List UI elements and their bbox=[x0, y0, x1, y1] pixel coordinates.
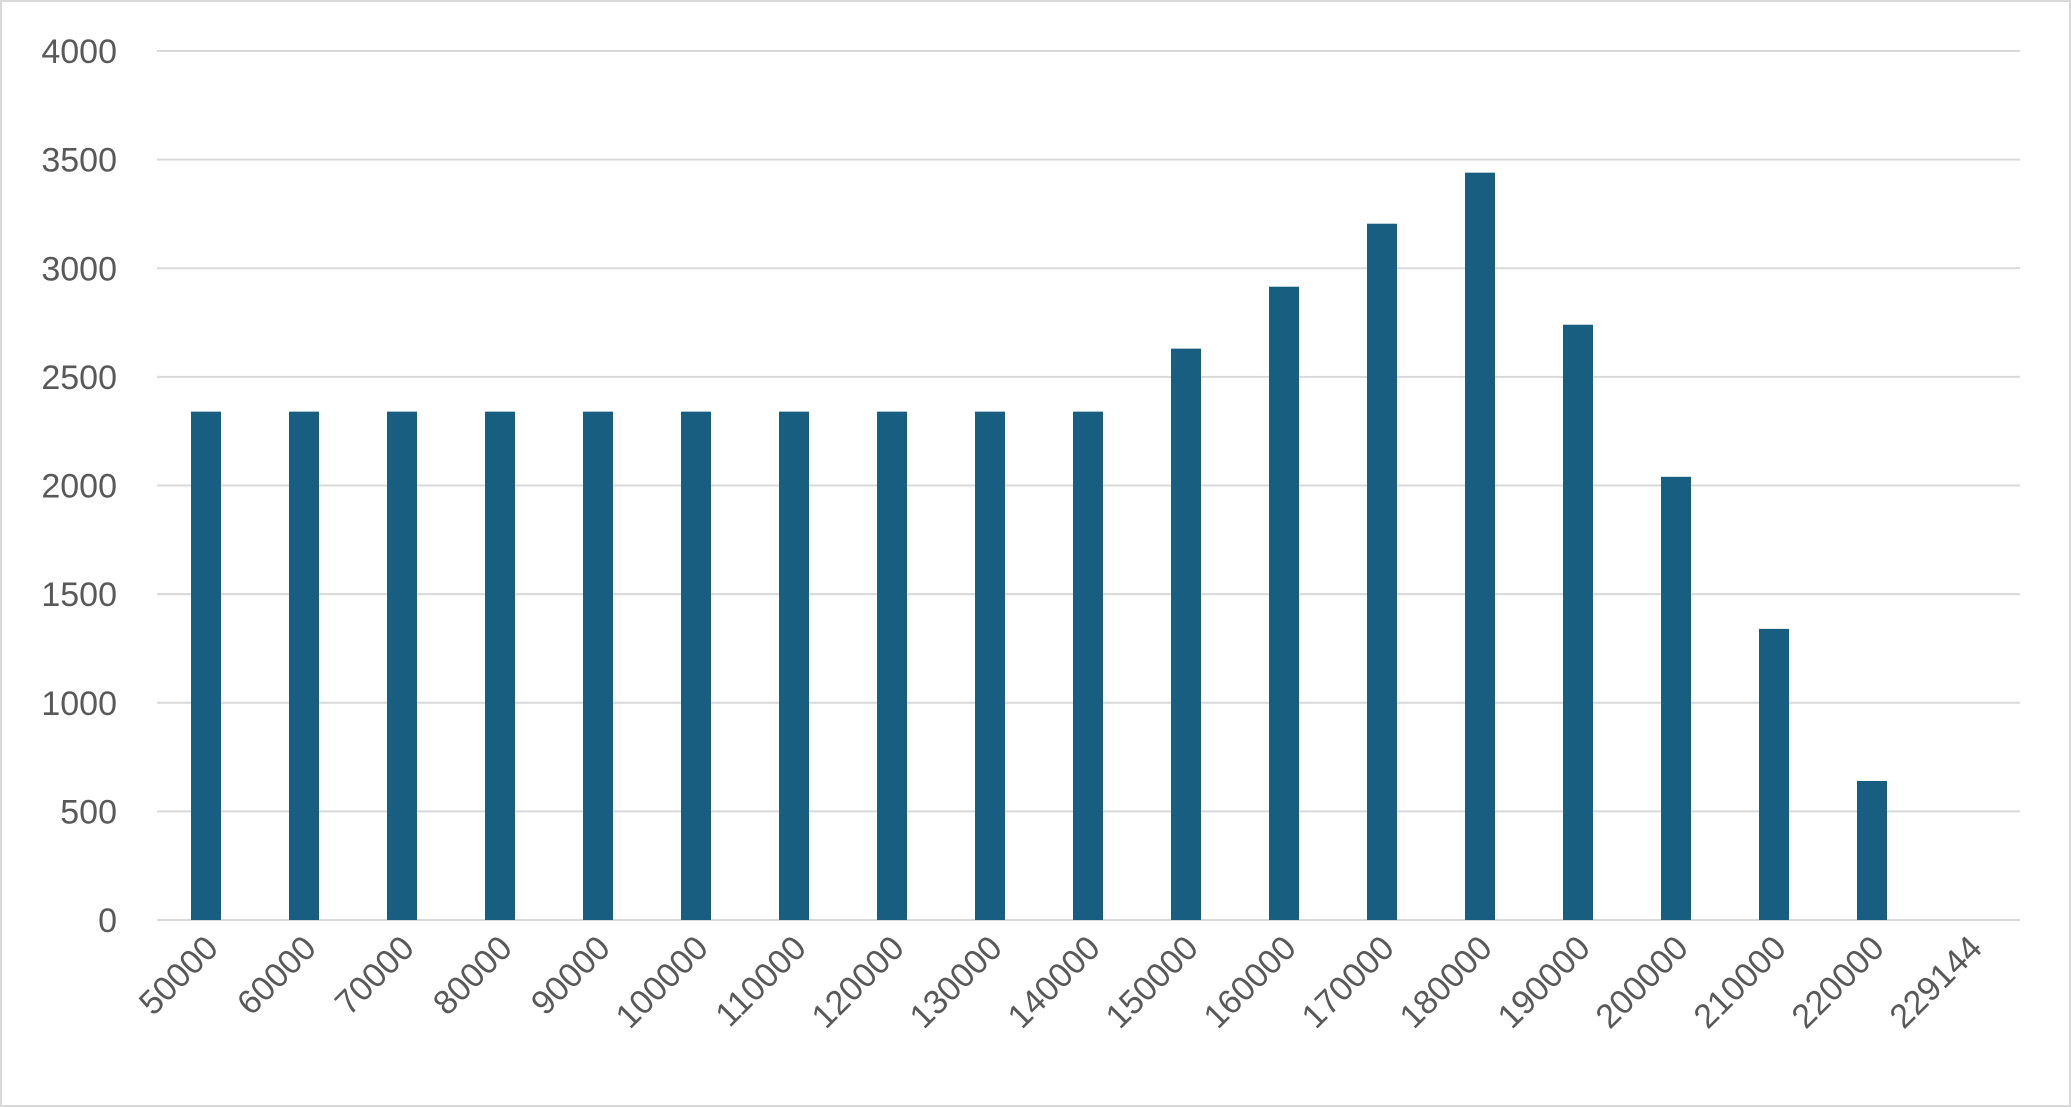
x-tick-label: 80000 bbox=[426, 929, 520, 1023]
y-tick-label: 0 bbox=[98, 902, 117, 940]
bar-110000 bbox=[779, 411, 809, 920]
bar-140000 bbox=[1073, 411, 1103, 920]
bar-220000 bbox=[1857, 780, 1887, 920]
x-tick-label: 130000 bbox=[903, 929, 1010, 1036]
y-tick-label: 1000 bbox=[41, 685, 117, 723]
y-tick-label: 500 bbox=[60, 793, 117, 831]
bar-90000 bbox=[583, 411, 613, 920]
y-axis-tick-labels: 0 500 1000 1500 2000 2500 3000 3500 4000 bbox=[41, 33, 117, 940]
x-tick-label: 220000 bbox=[1785, 929, 1892, 1036]
x-tick-label: 110000 bbox=[708, 929, 813, 1034]
bar-70000 bbox=[387, 411, 417, 920]
x-tick-label: 50000 bbox=[132, 929, 226, 1023]
x-tick-label: 190000 bbox=[1491, 929, 1598, 1036]
bar-160000 bbox=[1269, 286, 1299, 920]
x-tick-label: 160000 bbox=[1197, 929, 1304, 1036]
bar-series bbox=[191, 172, 1887, 920]
bar-180000 bbox=[1465, 172, 1495, 920]
bar-60000 bbox=[289, 411, 319, 920]
x-tick-label: 200000 bbox=[1589, 929, 1696, 1036]
x-tick-label: 100000 bbox=[609, 929, 716, 1036]
bar-120000 bbox=[877, 411, 907, 920]
bar-50000 bbox=[191, 411, 221, 920]
y-tick-label: 3000 bbox=[41, 250, 117, 288]
y-tick-label: 4000 bbox=[41, 33, 117, 71]
x-tick-label: 229144 bbox=[1883, 929, 1990, 1036]
x-axis-tick-labels: 50000 60000 70000 80000 90000100000110000120… bbox=[132, 929, 1990, 1036]
y-tick-label: 2500 bbox=[41, 359, 117, 397]
bar-100000 bbox=[681, 411, 711, 920]
bar-130000 bbox=[975, 411, 1005, 920]
y-tick-label: 1500 bbox=[41, 576, 117, 614]
bar-210000 bbox=[1759, 628, 1789, 920]
y-tick-label: 2000 bbox=[41, 468, 117, 506]
bar-80000 bbox=[485, 411, 515, 920]
x-tick-label: 180000 bbox=[1393, 929, 1500, 1036]
y-tick-label: 3500 bbox=[41, 142, 117, 180]
x-tick-label: 120000 bbox=[805, 929, 912, 1036]
bar-190000 bbox=[1563, 324, 1593, 920]
x-tick-label: 70000 bbox=[328, 929, 422, 1023]
x-tick-label: 210000 bbox=[1687, 929, 1794, 1036]
x-tick-label: 140000 bbox=[1001, 929, 1108, 1036]
x-tick-label: 60000 bbox=[230, 929, 324, 1023]
x-tick-label: 150000 bbox=[1099, 929, 1206, 1036]
bar-200000 bbox=[1661, 476, 1691, 920]
x-tick-label: 90000 bbox=[524, 929, 618, 1023]
bar-150000 bbox=[1171, 348, 1201, 920]
x-tick-label: 170000 bbox=[1295, 929, 1402, 1036]
bar-170000 bbox=[1367, 223, 1397, 920]
